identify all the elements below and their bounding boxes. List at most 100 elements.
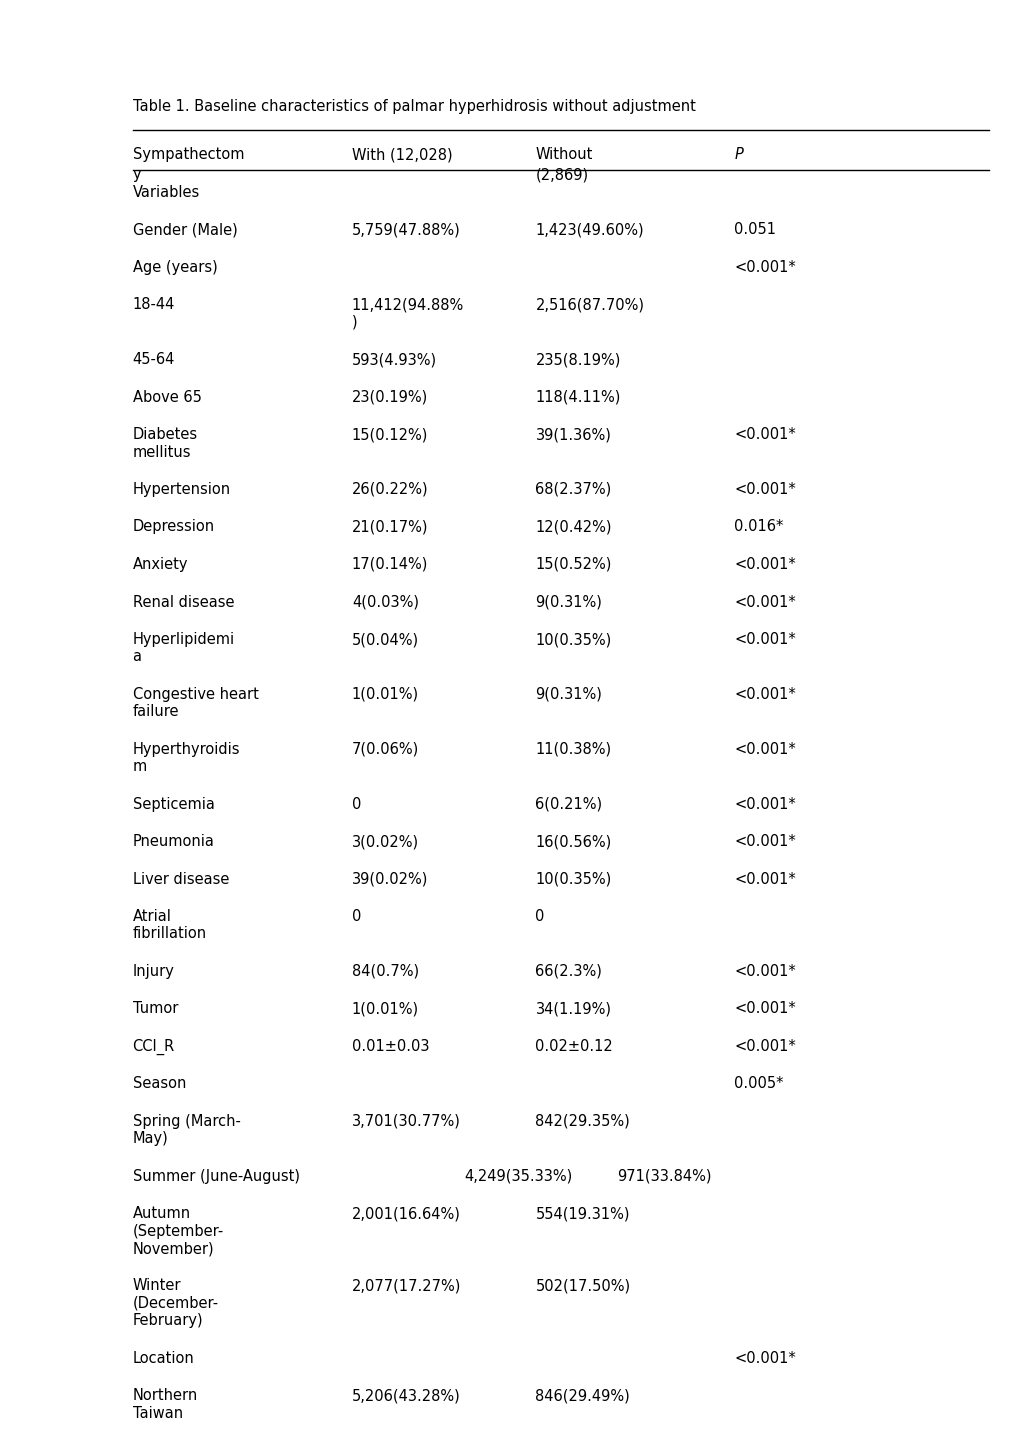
Text: 0.051: 0.051 [734, 222, 775, 237]
Text: Age (years): Age (years) [132, 260, 217, 274]
Text: 5,759(47.88%): 5,759(47.88%) [352, 222, 461, 237]
Text: Northern
Taiwan: Northern Taiwan [132, 1388, 198, 1420]
Text: <0.001*: <0.001* [734, 742, 796, 756]
Text: Season: Season [132, 1076, 185, 1091]
Text: <0.001*: <0.001* [734, 482, 796, 496]
Text: 0: 0 [352, 797, 361, 811]
Text: 0.01±0.03: 0.01±0.03 [352, 1039, 429, 1053]
Text: 4,249(35.33%): 4,249(35.33%) [464, 1169, 572, 1183]
Text: 971(33.84%): 971(33.84%) [616, 1169, 711, 1183]
Text: <0.001*: <0.001* [734, 872, 796, 886]
Text: 7(0.06%): 7(0.06%) [352, 742, 419, 756]
Text: Septicemia: Septicemia [132, 797, 214, 811]
Text: 502(17.50%): 502(17.50%) [535, 1278, 630, 1293]
Text: Winter
(December-
February): Winter (December- February) [132, 1278, 218, 1329]
Text: 3,701(30.77%): 3,701(30.77%) [352, 1114, 461, 1128]
Text: 10(0.35%): 10(0.35%) [535, 872, 611, 886]
Text: 5(0.04%): 5(0.04%) [352, 632, 419, 646]
Text: 66(2.3%): 66(2.3%) [535, 964, 602, 978]
Text: <0.001*: <0.001* [734, 687, 796, 701]
Text: 11,412(94.88%
): 11,412(94.88% ) [352, 297, 464, 329]
Text: <0.001*: <0.001* [734, 834, 796, 848]
Text: 846(29.49%): 846(29.49%) [535, 1388, 630, 1403]
Text: Liver disease: Liver disease [132, 872, 228, 886]
Text: 2,077(17.27%): 2,077(17.27%) [352, 1278, 461, 1293]
Text: 842(29.35%): 842(29.35%) [535, 1114, 630, 1128]
Text: Location: Location [132, 1351, 195, 1365]
Text: 23(0.19%): 23(0.19%) [352, 390, 428, 404]
Text: 12(0.42%): 12(0.42%) [535, 519, 611, 534]
Text: <0.001*: <0.001* [734, 632, 796, 646]
Text: 39(0.02%): 39(0.02%) [352, 872, 428, 886]
Text: <0.001*: <0.001* [734, 797, 796, 811]
Text: 34(1.19%): 34(1.19%) [535, 1001, 611, 1016]
Text: Autumn
(September-
November): Autumn (September- November) [132, 1206, 223, 1257]
Text: Atrial
fibrillation: Atrial fibrillation [132, 909, 207, 941]
Text: 6(0.21%): 6(0.21%) [535, 797, 602, 811]
Text: 39(1.36%): 39(1.36%) [535, 427, 610, 442]
Text: <0.001*: <0.001* [734, 1351, 796, 1365]
Text: 5,206(43.28%): 5,206(43.28%) [352, 1388, 461, 1403]
Text: 10(0.35%): 10(0.35%) [535, 632, 611, 646]
Text: <0.001*: <0.001* [734, 427, 796, 442]
Text: 1(0.01%): 1(0.01%) [352, 687, 419, 701]
Text: (2,869): (2,869) [535, 167, 588, 182]
Text: Hyperlipidemi
a: Hyperlipidemi a [132, 632, 234, 664]
Text: 2,516(87.70%): 2,516(87.70%) [535, 297, 644, 312]
Text: 68(2.37%): 68(2.37%) [535, 482, 611, 496]
Text: CCI_R: CCI_R [132, 1039, 174, 1055]
Text: 0.016*: 0.016* [734, 519, 783, 534]
Text: 1,423(49.60%): 1,423(49.60%) [535, 222, 643, 237]
Text: 554(19.31%): 554(19.31%) [535, 1206, 630, 1221]
Text: Depression: Depression [132, 519, 215, 534]
Text: P: P [734, 147, 743, 162]
Text: 15(0.12%): 15(0.12%) [352, 427, 428, 442]
Text: 9(0.31%): 9(0.31%) [535, 595, 602, 609]
Text: 0: 0 [535, 909, 544, 924]
Text: <0.001*: <0.001* [734, 557, 796, 571]
Text: Gender (Male): Gender (Male) [132, 222, 237, 237]
Text: Pneumonia: Pneumonia [132, 834, 214, 848]
Text: 21(0.17%): 21(0.17%) [352, 519, 428, 534]
Text: Above 65: Above 65 [132, 390, 202, 404]
Text: 84(0.7%): 84(0.7%) [352, 964, 419, 978]
Text: Spring (March-
May): Spring (March- May) [132, 1114, 240, 1146]
Text: 18-44: 18-44 [132, 297, 175, 312]
Text: 11(0.38%): 11(0.38%) [535, 742, 611, 756]
Text: 593(4.93%): 593(4.93%) [352, 352, 436, 367]
Text: Variables: Variables [132, 185, 200, 199]
Text: Without: Without [535, 147, 592, 162]
Text: Anxiety: Anxiety [132, 557, 187, 571]
Text: 0.02±0.12: 0.02±0.12 [535, 1039, 612, 1053]
Text: Diabetes
mellitus: Diabetes mellitus [132, 427, 198, 459]
Text: 9(0.31%): 9(0.31%) [535, 687, 602, 701]
Text: 235(8.19%): 235(8.19%) [535, 352, 621, 367]
Text: Injury: Injury [132, 964, 174, 978]
Text: 2,001(16.64%): 2,001(16.64%) [352, 1206, 461, 1221]
Text: 0: 0 [352, 909, 361, 924]
Text: Sympathectom: Sympathectom [132, 147, 244, 162]
Text: Table 1. Baseline characteristics of palmar hyperhidrosis without adjustment: Table 1. Baseline characteristics of pal… [132, 100, 695, 114]
Text: Hyperthyroidis
m: Hyperthyroidis m [132, 742, 239, 773]
Text: <0.001*: <0.001* [734, 1001, 796, 1016]
Text: 3(0.02%): 3(0.02%) [352, 834, 419, 848]
Text: y: y [132, 167, 141, 182]
Text: With (12,028): With (12,028) [352, 147, 452, 162]
Text: 45-64: 45-64 [132, 352, 175, 367]
Text: 15(0.52%): 15(0.52%) [535, 557, 611, 571]
Text: Tumor: Tumor [132, 1001, 177, 1016]
Text: 16(0.56%): 16(0.56%) [535, 834, 611, 848]
Text: Congestive heart
failure: Congestive heart failure [132, 687, 258, 719]
Text: 1(0.01%): 1(0.01%) [352, 1001, 419, 1016]
Text: <0.001*: <0.001* [734, 1039, 796, 1053]
Text: Renal disease: Renal disease [132, 595, 234, 609]
Text: 118(4.11%): 118(4.11%) [535, 390, 621, 404]
Text: 17(0.14%): 17(0.14%) [352, 557, 428, 571]
Text: 0.005*: 0.005* [734, 1076, 784, 1091]
Text: Summer (June-August): Summer (June-August) [132, 1169, 300, 1183]
Text: Hypertension: Hypertension [132, 482, 230, 496]
Text: 26(0.22%): 26(0.22%) [352, 482, 428, 496]
Text: <0.001*: <0.001* [734, 964, 796, 978]
Text: 4(0.03%): 4(0.03%) [352, 595, 419, 609]
Text: <0.001*: <0.001* [734, 595, 796, 609]
